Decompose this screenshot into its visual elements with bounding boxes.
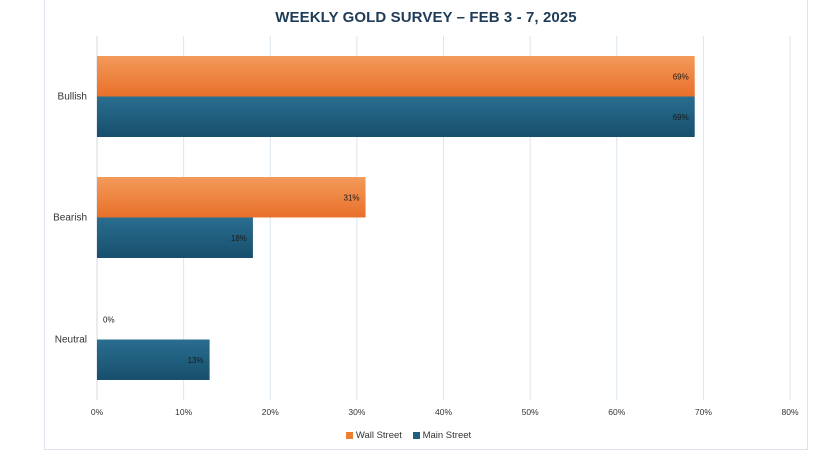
data-label-wall-street-bearish: 31%: [344, 193, 360, 202]
data-label-main-street-bearish: 18%: [231, 234, 247, 243]
legend-item-main-street: Main Street: [412, 430, 472, 441]
category-label-bullish: Bullish: [58, 92, 87, 103]
legend-swatch-wall-street: [345, 432, 353, 439]
legend: Wall Street Main Street: [0, 430, 817, 442]
legend-swatch-main-street: [412, 432, 420, 439]
data-label-wall-street-neutral: 0%: [103, 315, 115, 324]
x-tick-label: 70%: [695, 407, 712, 417]
bars: [97, 56, 695, 380]
bar-wall-street-bearish: [97, 177, 366, 218]
legend-item-wall-street: Wall Street: [345, 430, 402, 441]
category-label-bearish: Bearish: [53, 213, 87, 224]
bar-main-street-neutral: [97, 339, 210, 380]
x-tick-label: 20%: [262, 407, 279, 417]
data-label-wall-street-bullish: 69%: [673, 72, 689, 81]
x-tick-label: 60%: [608, 407, 625, 417]
data-label-main-street-bullish: 69%: [673, 113, 689, 122]
x-tick-label: 30%: [348, 407, 365, 417]
bar-wall-street-bullish: [97, 56, 695, 97]
x-tick-label: 40%: [435, 407, 452, 417]
legend-label-main-street: Main Street: [422, 430, 472, 441]
x-tick-label: 80%: [781, 407, 798, 417]
x-tick-label: 0%: [91, 407, 104, 417]
labels: 0% 10% 20% 30% 40% 50% 60% 70% 80% Bullish Bearish…: [53, 72, 799, 417]
data-label-main-street-neutral: 13%: [188, 356, 204, 365]
chart-frame: [44, 0, 808, 450]
chart-title: WEEKLY GOLD SURVEY – FEB 3 - 7, 2025: [275, 9, 577, 26]
legend-label-wall-street: Wall Street: [355, 430, 402, 441]
bar-main-street-bearish: [97, 217, 253, 258]
x-tick-label: 10%: [175, 407, 192, 417]
bar-main-street-bullish: [97, 96, 695, 137]
x-tick-label: 50%: [522, 407, 539, 417]
category-label-neutral: Neutral: [55, 335, 87, 346]
